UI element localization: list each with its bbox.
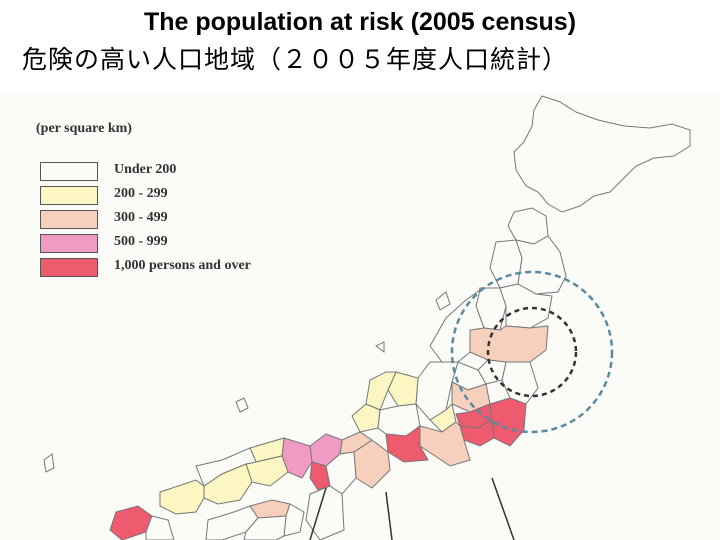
region-hiroshima [203,463,253,505]
legend-label: 1,000 persons and over [114,258,251,273]
page-title: The population at risk (2005 census) [143,8,577,36]
inner-risk-circle [486,306,578,398]
outer-risk-circle [450,270,614,434]
region-wakayama [305,485,345,540]
region-fukushima [469,325,549,363]
region-akita [489,239,523,289]
region-niigata [429,288,485,363]
region-yamanashi [429,403,457,433]
region-shizuoka [419,421,471,467]
region-kochi [243,515,287,540]
pointer-line-1 [309,487,327,540]
region-aomori [507,207,549,245]
legend-swatch [40,210,98,229]
legend-label: 200 - 299 [114,186,168,201]
legend-swatch [40,258,98,277]
region-aichi [385,425,429,463]
region-tsushima [43,453,55,473]
region-yamaguchi [159,479,205,515]
legend-unit-label: (per square km) [36,121,132,136]
region-hokkaido [513,95,691,213]
legend-label: 500 - 999 [114,234,168,249]
region-miyagi [499,283,553,329]
pointer-line-2 [385,491,393,540]
region-iwate [515,235,567,295]
region-oita [145,515,175,540]
legend-swatch [40,162,98,181]
legend-swatch [40,186,98,205]
region-noto-island [375,341,385,353]
region-oki [235,397,249,413]
region-ibaraki [501,361,539,405]
page-subtitle-japanese: 危険の高い人口地域（２００５年度人口統計） [22,45,569,74]
region-fukui [351,403,381,433]
legend-swatch [40,234,98,253]
pointer-line-3 [491,477,515,540]
legend-label: 300 - 499 [114,210,168,225]
region-sado [435,291,451,311]
legend-label: Under 200 [114,162,177,177]
